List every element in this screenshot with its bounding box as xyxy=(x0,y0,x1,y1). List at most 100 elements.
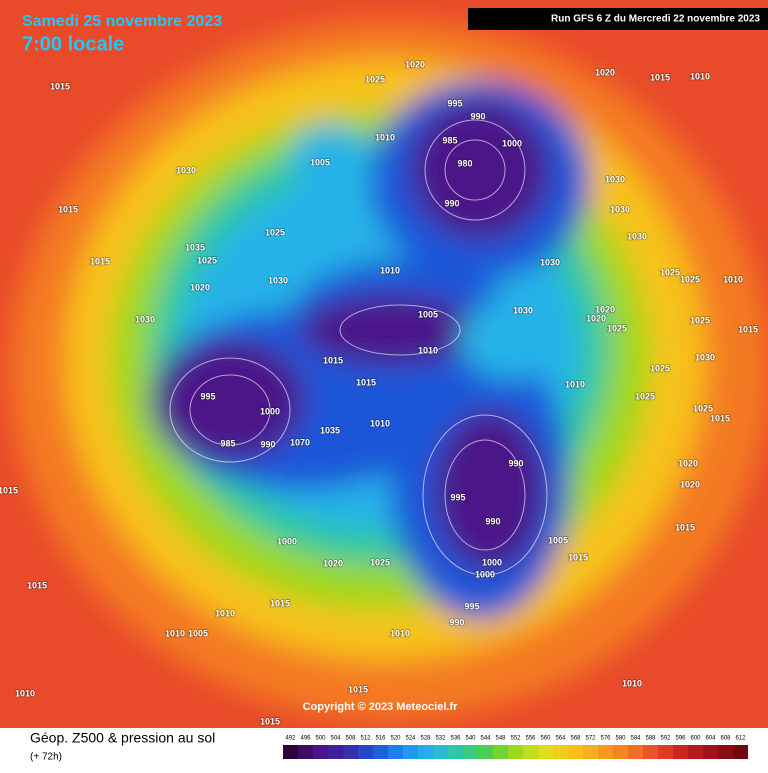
pressure-label: 1020 xyxy=(405,59,425,69)
colorbar-label: 492 xyxy=(285,736,296,742)
pressure-label: 1025 xyxy=(197,255,217,265)
colorbar-label: 548 xyxy=(495,736,506,742)
pressure-label: 1035 xyxy=(320,425,340,435)
pressure-label: 1000 xyxy=(482,557,502,567)
colorbar-cell xyxy=(703,745,718,759)
colorbar-label: 540 xyxy=(465,736,476,742)
colorbar-label: 568 xyxy=(570,736,581,742)
colorbar-label: 584 xyxy=(630,736,641,742)
pressure-label: 995 xyxy=(464,601,479,611)
pressure-label: 1005 xyxy=(418,309,438,319)
pressure-label: 990 xyxy=(485,516,500,526)
pressure-label: 1010 xyxy=(690,71,710,81)
pressure-label: 1000 xyxy=(260,406,280,416)
pressure-label: 1025 xyxy=(650,363,670,373)
pressure-label: 1015 xyxy=(675,522,695,532)
pressure-label: 1010 xyxy=(723,274,743,284)
colorbar-cell xyxy=(313,745,328,759)
colorbar-cell xyxy=(718,745,733,759)
colorbar-label: 588 xyxy=(645,736,656,742)
pressure-label: 1010 xyxy=(165,628,185,638)
colorbar-label: 560 xyxy=(540,736,551,742)
pressure-label: 1020 xyxy=(595,304,615,314)
colorbar-label: 600 xyxy=(690,736,701,742)
colorbar-cell xyxy=(343,745,358,759)
pressure-label: 1020 xyxy=(680,479,700,489)
colorbar-label: 580 xyxy=(615,736,626,742)
colorbar-label: 544 xyxy=(480,736,491,742)
pressure-label: 1015 xyxy=(0,485,18,495)
pressure-label: 990 xyxy=(260,439,275,449)
pressure-label: 1030 xyxy=(627,231,647,241)
pressure-label: 1010 xyxy=(375,132,395,142)
colorbar-cell xyxy=(298,745,313,759)
pressure-label: 1010 xyxy=(418,345,438,355)
pressure-label: 1025 xyxy=(365,74,385,84)
colorbar-cell xyxy=(628,745,643,759)
pressure-label: 1010 xyxy=(565,379,585,389)
pressure-label: 1020 xyxy=(323,558,343,568)
isobar-labels: 1015 1025 1020 1020 1015 1010 995 990 985 1000 101… xyxy=(0,59,759,728)
colorbar-label: 504 xyxy=(330,736,341,742)
pressure-label: 1025 xyxy=(635,391,655,401)
pressure-label: 995 xyxy=(200,391,215,401)
pressure-label: 985 xyxy=(220,438,235,448)
colorbar-cell xyxy=(688,745,703,759)
pressure-label: 1025 xyxy=(370,557,390,567)
pressure-label: 1015 xyxy=(710,413,730,423)
colorbar-label: 556 xyxy=(525,736,536,742)
pressure-label: 1030 xyxy=(605,174,625,184)
pressure-label: 1010 xyxy=(390,628,410,638)
pressure-label: 990 xyxy=(470,111,485,121)
colorbar-label: 604 xyxy=(705,736,716,742)
colorbar-label: 592 xyxy=(660,736,671,742)
colorbar-label: 516 xyxy=(375,736,386,742)
pressure-label: 1025 xyxy=(607,323,627,333)
colorbar-cell xyxy=(478,745,493,759)
date-title: Samedi 25 novembre 2023 xyxy=(22,13,222,30)
pressure-label: 1070 xyxy=(290,437,310,447)
pressure-label: 1010 xyxy=(380,265,400,275)
pressure-label: 985 xyxy=(442,135,457,145)
colorbar-label: 528 xyxy=(420,736,431,742)
pressure-label: 1015 xyxy=(323,355,343,365)
pressure-label: 1005 xyxy=(548,535,568,545)
colorbar-label: 536 xyxy=(450,736,461,742)
pressure-label: 990 xyxy=(508,458,523,468)
colorbar-label: 500 xyxy=(315,736,326,742)
colorbar-label: 512 xyxy=(360,736,371,742)
pressure-label: 1020 xyxy=(678,458,698,468)
local-time: 7:00 locale xyxy=(22,33,124,55)
colorbar-cell xyxy=(463,745,478,759)
colorbar-cell xyxy=(643,745,658,759)
pressure-label: 1025 xyxy=(660,267,680,277)
pressure-label: 1030 xyxy=(135,314,155,324)
colorbar-cell xyxy=(553,745,568,759)
pressure-label: 980 xyxy=(457,158,472,168)
colorbar-cell xyxy=(358,745,373,759)
pressure-label: 995 xyxy=(450,492,465,502)
colorbar-cell xyxy=(568,745,583,759)
colorbar-cell xyxy=(448,745,463,759)
pressure-label: 1005 xyxy=(310,157,330,167)
colorbar-label: 552 xyxy=(510,736,521,742)
colorbar-label: 532 xyxy=(435,736,446,742)
pressure-label: 1020 xyxy=(595,67,615,77)
legend-subtitle: (+ 72h) xyxy=(30,752,62,763)
colorbar-label: 524 xyxy=(405,736,416,742)
pressure-label: 1000 xyxy=(475,569,495,579)
colorbar-cell xyxy=(373,745,388,759)
colorbar-label: 508 xyxy=(345,736,356,742)
colorbar-label: 496 xyxy=(300,736,311,742)
colorbar-cell xyxy=(418,745,433,759)
colorbar-cell xyxy=(598,745,613,759)
pressure-label: 1015 xyxy=(58,204,78,214)
pressure-label: 1025 xyxy=(690,315,710,325)
pressure-label: 1015 xyxy=(270,598,290,608)
pressure-label: 1010 xyxy=(15,688,35,698)
field xyxy=(0,0,768,728)
pressure-label: 1015 xyxy=(27,580,47,590)
colorbar-cell xyxy=(508,745,523,759)
colorbar-cell xyxy=(658,745,673,759)
colorbar: 492 496 500 504 508 512 516 520 524 528 532 536 540 5… xyxy=(283,736,748,759)
